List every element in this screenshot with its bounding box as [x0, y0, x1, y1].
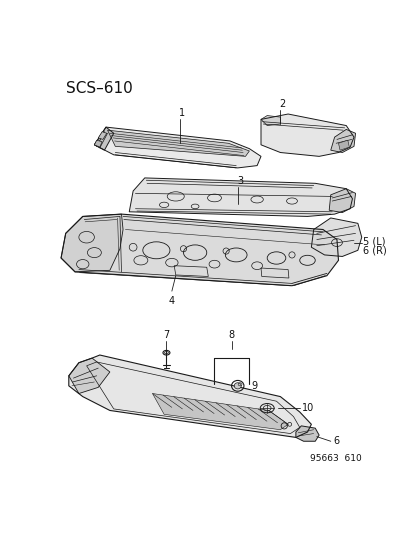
Polygon shape [152, 393, 287, 430]
Text: 4: 4 [169, 296, 175, 306]
Text: 2: 2 [279, 99, 285, 109]
Polygon shape [61, 214, 338, 286]
Polygon shape [61, 214, 123, 272]
Polygon shape [295, 426, 318, 441]
Text: 6 (R): 6 (R) [363, 245, 386, 255]
Text: 10: 10 [301, 403, 313, 413]
Polygon shape [328, 189, 355, 213]
Polygon shape [260, 114, 353, 156]
Text: 95663  610: 95663 610 [309, 454, 361, 463]
Text: 5 (L): 5 (L) [363, 236, 385, 246]
Polygon shape [98, 132, 107, 140]
Polygon shape [330, 130, 355, 152]
Text: 9: 9 [250, 381, 256, 391]
Polygon shape [69, 355, 311, 438]
Polygon shape [69, 358, 109, 393]
Polygon shape [260, 116, 280, 126]
Text: 6: 6 [332, 436, 338, 446]
Polygon shape [107, 130, 249, 156]
Text: 3: 3 [236, 175, 242, 185]
Polygon shape [129, 178, 351, 216]
Text: 8: 8 [228, 329, 234, 340]
Text: 1: 1 [178, 108, 185, 118]
Polygon shape [338, 140, 349, 150]
Polygon shape [311, 218, 361, 256]
Text: SCS–610: SCS–610 [66, 81, 132, 96]
Text: 7: 7 [163, 329, 169, 340]
Polygon shape [94, 140, 102, 147]
Polygon shape [94, 127, 260, 168]
Ellipse shape [234, 383, 241, 389]
Polygon shape [94, 127, 114, 150]
